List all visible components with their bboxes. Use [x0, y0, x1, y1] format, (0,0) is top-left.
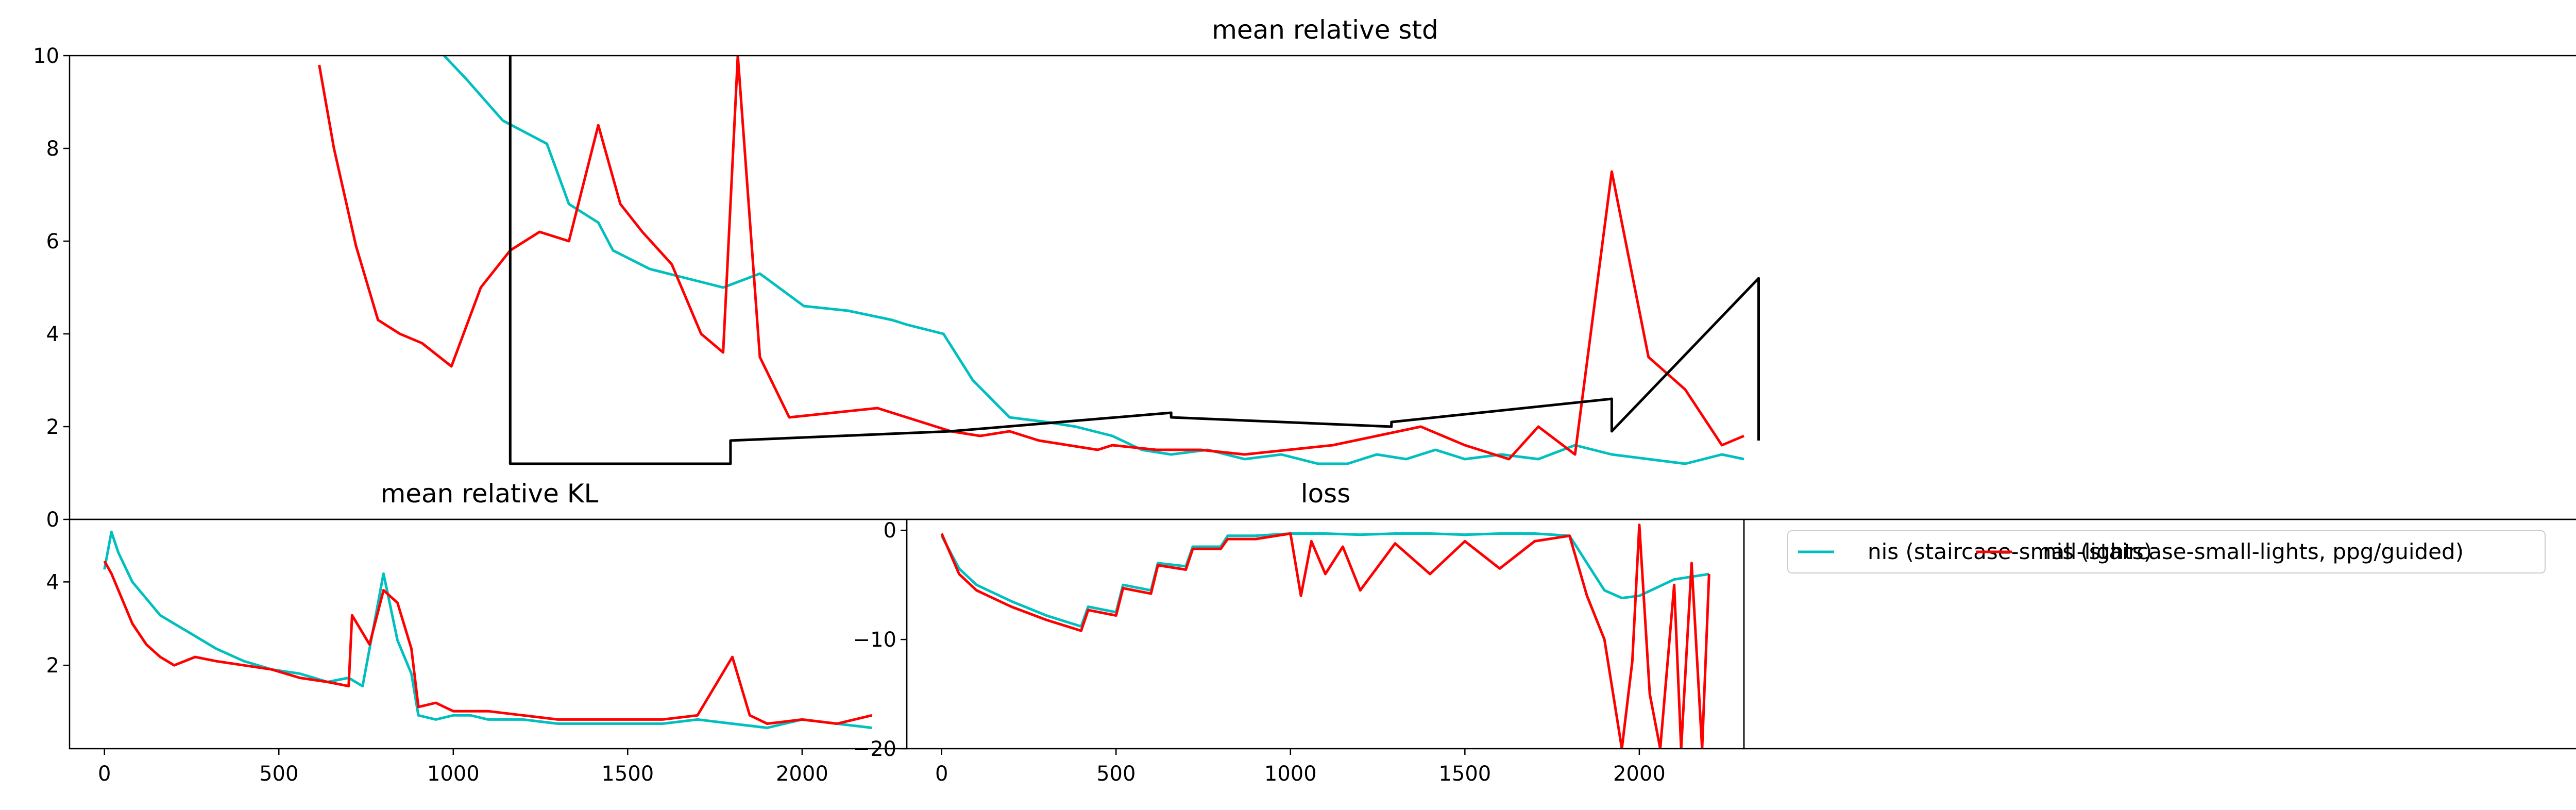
legend: nis (staircase-small-lights) nis (stairc…	[1787, 530, 2546, 573]
legend-label-nis-ppg-guided: nis (staircase-small-lights, ppg/guided)	[2043, 539, 2464, 564]
loss-series-cyan-line	[940, 532, 1709, 628]
kl-series-cyan-line	[103, 530, 872, 729]
loss-ytick-label: −10	[853, 628, 896, 652]
legend-panel: nis (staircase-small-lights) nis (stairc…	[1743, 518, 2576, 750]
kl-xtick-label: 1000	[427, 762, 480, 786]
mean-relative-std-panel: mean relative std 0 2 4 6 8 10	[33, 15, 2576, 532]
loss-xtick-label: 1000	[1264, 762, 1317, 786]
mean-relative-std-y-axis: 0 2 4 6 8 10	[33, 44, 70, 532]
loss-xtick-label: 1500	[1438, 762, 1491, 786]
std-ytick-label: 2	[46, 415, 59, 439]
kl-xtick-label: 2000	[776, 762, 828, 786]
loss-xtick-label: 0	[935, 762, 948, 786]
loss-ytick-label: 0	[884, 519, 896, 543]
mean-relative-kl-plot-area	[103, 530, 872, 729]
std-ytick-label: 10	[33, 44, 59, 68]
std-ytick-label: 6	[46, 230, 59, 254]
loss-plot-area	[940, 524, 1710, 749]
mean-relative-std-title: mean relative std	[1212, 15, 1438, 45]
mean-relative-std-plot-area	[318, 56, 1760, 465]
loss-series-red-line	[940, 524, 1710, 749]
kl-xtick-label: 500	[259, 762, 298, 786]
std-ytick-label: 0	[46, 508, 59, 532]
loss-y-axis: 0 −10 −20	[853, 519, 907, 761]
loss-xtick-label: 500	[1096, 762, 1136, 786]
kl-series-red-line	[103, 560, 872, 725]
legend-box	[1787, 530, 2546, 573]
std-series-black-line	[509, 56, 1760, 465]
std-ytick-label: 4	[46, 323, 59, 346]
loss-title: loss	[1301, 479, 1351, 509]
mean-relative-kl-panel: mean relative KL 24 0 500 1000 1500 2000	[46, 479, 908, 786]
legend-panel-frame	[1743, 518, 2576, 750]
mean-relative-kl-title: mean relative KL	[381, 479, 599, 509]
mean-relative-kl-x-axis: 0 500 1000 1500 2000	[98, 749, 828, 786]
kl-xtick-label: 1500	[601, 762, 654, 786]
kl-ytick-label: 2	[46, 654, 59, 678]
loss-x-axis: 0 500 1000 1500 2000	[935, 749, 1666, 786]
mean-relative-kl-y-axis: 24	[46, 570, 70, 678]
loss-xtick-label: 2000	[1613, 762, 1666, 786]
std-series-red-line	[318, 56, 1744, 461]
loss-ytick-label: −20	[853, 737, 896, 761]
std-series-cyan-line	[443, 56, 1744, 465]
kl-xtick-label: 0	[98, 762, 111, 786]
kl-ytick-label: 4	[46, 570, 59, 594]
std-ytick-label: 8	[46, 137, 59, 161]
